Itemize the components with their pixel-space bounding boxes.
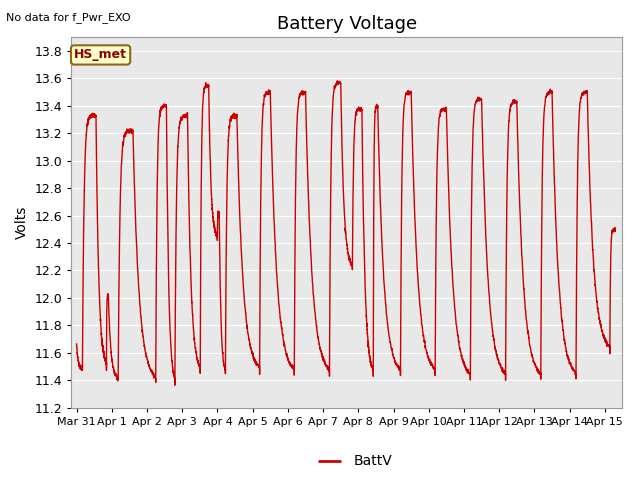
Title: Battery Voltage: Battery Voltage (277, 15, 417, 33)
Text: HS_met: HS_met (74, 48, 127, 61)
Text: No data for f_Pwr_EXO: No data for f_Pwr_EXO (6, 12, 131, 23)
Y-axis label: Volts: Volts (15, 206, 29, 239)
Text: BattV: BattV (353, 454, 392, 468)
